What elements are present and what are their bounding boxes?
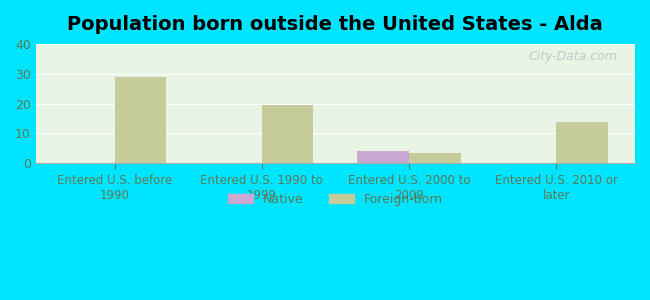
Title: Population born outside the United States - Alda: Population born outside the United State… [68,15,603,34]
Text: City-Data.com: City-Data.com [528,50,617,63]
Bar [409,153,460,163]
Bar [114,77,166,163]
Bar [262,105,313,163]
Bar [556,122,608,163]
Bar [358,152,409,163]
Legend: Native, Foreign-born: Native, Foreign-born [223,188,448,211]
